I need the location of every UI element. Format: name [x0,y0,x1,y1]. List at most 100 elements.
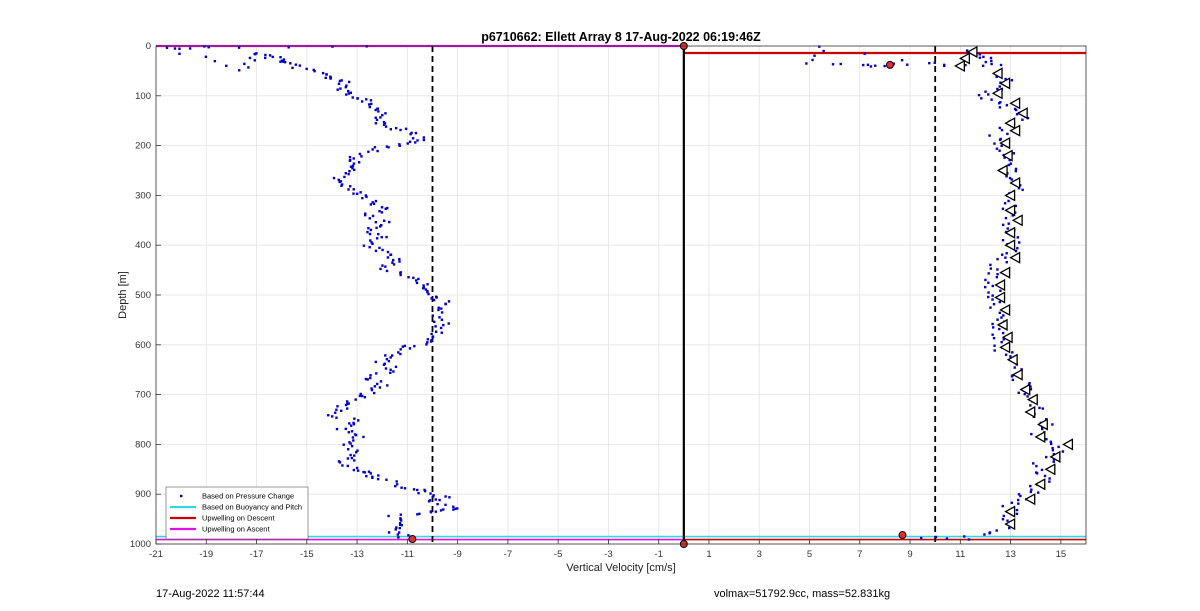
x-tick-label-10: -1 [654,549,662,560]
pressure-point-descent-199 [1045,455,1048,459]
pressure-point-ascent-9 [400,523,404,527]
pressure-point-ascent-303 [368,105,372,109]
buoyancy-triangle-16 [1011,214,1023,227]
pressure-point-ascent-83 [347,431,351,434]
pressure-point-ascent-127 [394,365,398,369]
buoyancy-triangle-14 [1004,189,1016,202]
pressure-point-descent-157 [1009,355,1012,358]
pressure-point-descent-17 [928,61,931,65]
pressure-point-ascent-72 [356,449,359,452]
pressure-point-ascent-311 [351,96,354,99]
pressure-point-ascent-257 [349,165,353,168]
pressure-point-ascent-158 [440,318,444,321]
pressure-point-ascent-313 [347,92,351,95]
pressure-point-descent-201 [1052,460,1055,464]
pressure-point-ascent-38 [429,492,432,495]
pressure-point-ascent-227 [380,211,384,214]
pressure-point-ascent-320 [337,82,341,85]
pressure-point-ascent-16 [399,513,403,516]
pressure-point-ascent-155 [442,323,445,327]
pressure-point-descent-22 [874,64,877,67]
pressure-point-descent-195 [1051,448,1055,452]
pressure-point-ascent-294 [375,118,379,122]
pressure-point-descent-94 [1007,199,1010,203]
pressure-point-ascent-362 [178,47,181,50]
pressure-point-descent-60 [1026,116,1030,120]
pressure-point-ascent-367 [287,46,290,49]
pressure-point-ascent-219 [380,223,383,227]
pressure-point-descent-118 [996,257,999,261]
pressure-point-ascent-347 [268,54,272,57]
pressure-point-ascent-20 [429,510,433,513]
pressure-point-ascent-246 [340,183,344,186]
pressure-point-ascent-325 [324,76,327,80]
pressure-point-descent-71 [993,142,996,145]
pressure-point-descent-53 [1005,104,1009,107]
pressure-point-ascent-149 [431,335,435,338]
pressure-point-ascent-235 [374,199,378,203]
pressure-point-descent-216 [1019,494,1022,498]
pressure-point-ascent-174 [426,289,429,293]
pressure-point-ascent-231 [380,206,384,209]
legend-label-1: Based on Buoyancy and Pitch [202,503,302,512]
pressure-point-ascent-214 [366,230,369,234]
pressure-point-ascent-200 [386,250,390,254]
buoyancy-triangle-30 [1026,393,1038,406]
pressure-point-ascent-53 [377,474,380,477]
pressure-point-ascent-122 [375,372,378,375]
pressure-point-ascent-340 [279,60,282,63]
x-tick-label-17: 13 [1005,549,1016,560]
pressure-point-ascent-135 [390,354,394,357]
pressure-point-ascent-153 [439,326,443,330]
y-tick-label-2: 200 [135,141,151,152]
pressure-point-ascent-24 [454,507,457,511]
pressure-point-descent-239 [919,536,923,540]
pressure-point-ascent-146 [430,339,433,342]
pressure-point-ascent-331 [313,69,316,73]
buoyancy-triangle-12 [996,164,1008,177]
pressure-point-ascent-52 [371,475,374,478]
pressure-point-descent-52 [998,102,1001,105]
pressure-point-descent-141 [1000,316,1003,319]
buoyancy-triangle-3 [991,67,1003,80]
pressure-point-ascent-308 [365,98,368,101]
pressure-point-ascent-91 [357,419,360,422]
pressure-point-ascent-36 [431,495,435,498]
pressure-point-ascent-79 [351,436,355,439]
pressure-point-ascent-248 [339,180,343,183]
pressure-point-ascent-199 [389,253,393,256]
pressure-point-ascent-358 [204,55,208,58]
pressure-point-descent-25 [862,63,865,67]
pressure-point-ascent-256 [351,167,354,170]
pressure-point-descent-176 [1029,404,1032,407]
x-tick-label-11: 1 [706,549,711,560]
pressure-point-descent-49 [980,97,983,100]
pressure-point-ascent-276 [414,141,417,144]
pressure-point-descent-186 [1041,427,1044,431]
pressure-point-ascent-184 [407,276,410,279]
pressure-point-descent-7 [989,56,993,60]
pressure-point-ascent-247 [338,180,341,184]
pressure-point-descent-30 [813,54,816,57]
pressure-point-descent-10 [984,60,988,64]
grid-lines [155,45,1086,545]
buoyancy-triangle-31 [1024,405,1036,419]
pressure-point-descent-214 [1036,491,1040,494]
pressure-point-ascent-160 [431,314,434,317]
pressure-point-ascent-334 [291,66,294,70]
pressure-point-descent-131 [987,291,990,294]
pressure-point-descent-101 [1004,216,1008,220]
pressure-point-ascent-136 [399,352,402,356]
pressure-point-ascent-87 [349,424,353,427]
pressure-point-ascent-213 [368,232,372,236]
pressure-point-ascent-141 [403,344,407,348]
pressure-point-ascent-150 [430,332,433,336]
pressure-point-descent-233 [988,532,991,535]
pressure-point-ascent-295 [374,116,377,119]
pressure-point-ascent-312 [345,93,348,96]
pressure-point-descent-11 [990,62,993,66]
x-tick-label-7: -7 [504,549,512,560]
pressure-point-descent-46 [984,90,987,93]
buoyancy-triangle-38 [1024,493,1036,506]
pressure-point-ascent-56 [363,471,367,474]
